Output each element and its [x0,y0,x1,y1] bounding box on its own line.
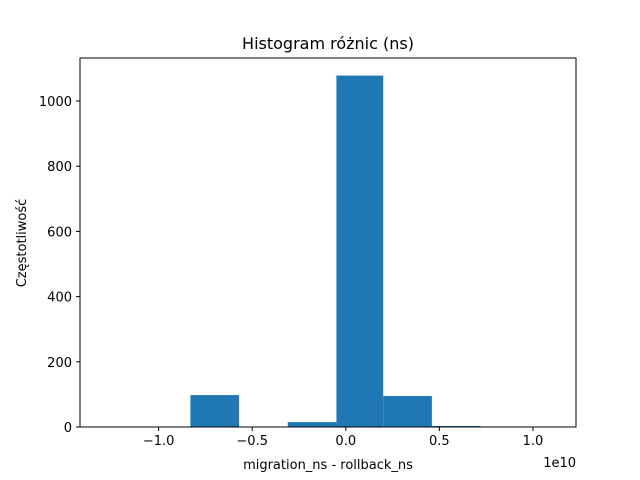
y-tick-label-4: 800 [47,160,72,175]
x-tick-label-1: −0.5 [236,434,268,449]
histogram-bar-2 [190,395,240,427]
y-axis-ticks: 0 200 400 600 800 1000 [39,95,80,436]
x-tick-label-3: 0.5 [429,434,450,449]
histogram-bar-5 [336,75,384,427]
plot-frame [79,57,577,428]
chart-title: Histogram różnic (ns) [242,34,414,53]
histogram-bar-6 [383,396,432,427]
y-axis-label: Częstotliwość [15,199,30,288]
x-axis-ticks: −1.0 −0.5 0.0 0.5 1.0 [143,427,543,449]
x-axis-offset-label: 1e10 [543,456,576,471]
y-tick-label-2: 400 [47,291,72,306]
x-axis-label: migration_ns - rollback_ns [243,458,413,473]
y-tick-label-0: 0 [64,421,72,436]
histogram-bar-4 [287,422,337,427]
x-tick-label-4: 1.0 [523,434,544,449]
x-tick-label-2: 0.0 [335,434,356,449]
y-tick-label-1: 200 [47,356,72,371]
x-tick-label-0: −1.0 [143,434,175,449]
y-tick-label-5: 1000 [39,95,72,110]
histogram-bars [190,75,576,428]
y-tick-label-3: 600 [47,225,72,240]
